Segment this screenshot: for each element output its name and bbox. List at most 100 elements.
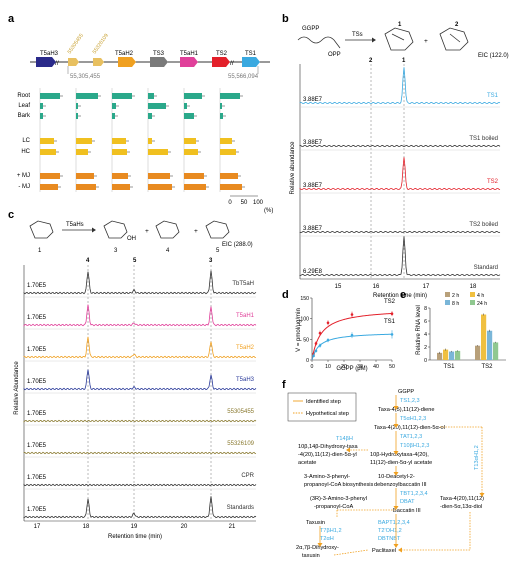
trace-line <box>299 157 501 191</box>
trace-label: Standard <box>474 265 498 271</box>
panel-e-label: e <box>400 289 406 301</box>
x-tick-label: 0 <box>311 364 314 370</box>
y-tick-label: 4 <box>424 332 427 338</box>
node-taxusin2-1: 2α,7β-Dihydroxy- <box>296 545 339 551</box>
expression-bar <box>112 93 132 99</box>
panel-e: e Relative RNA level 0 2 4 6 8 TS1 TS2 2 h 4 h… <box>400 289 506 370</box>
trace-scale: 1.70E5 <box>27 443 47 449</box>
panel-d: d V = pmol/μg/min 0 10 20 30 40 50 0 50 100 150 G… <box>282 289 396 372</box>
enzyme-t10bh: T10βH1,2,3 <box>400 443 429 449</box>
compound-1-structure <box>29 220 54 239</box>
expression-bar <box>40 103 43 109</box>
break-mark: // <box>55 60 59 67</box>
y-axis-label: Relative Abundance <box>14 361 20 415</box>
legend-identified: Identified step <box>306 399 341 405</box>
opp-label: OPP <box>328 52 341 58</box>
trace-label: 55326109 <box>227 441 254 447</box>
compound-label: 4 <box>166 248 170 254</box>
node-baccatin: Baccatin III <box>393 508 421 514</box>
expression-bar <box>112 184 130 190</box>
enzyme-t7bh: T7βH1,2 <box>320 528 342 534</box>
trace-scale: 1.70E5 <box>27 379 47 385</box>
product-2-label: 2 <box>455 22 459 28</box>
pathway-arrowheads <box>317 406 485 553</box>
product-2-structure <box>439 27 469 51</box>
trace-scale: 3.88E7 <box>303 97 323 103</box>
expression-bar <box>40 93 60 99</box>
row-label: LC <box>22 138 30 144</box>
oh-label: OH <box>127 236 136 242</box>
trace-line <box>23 483 257 487</box>
legend-label: 8 h <box>452 301 459 307</box>
node-hydroxy-2: 11(12)-dien-5α-yl acetate <box>370 460 432 466</box>
expression-bar <box>40 113 43 119</box>
trace-scale: 1.70E5 <box>27 283 47 289</box>
expression-bar <box>220 173 238 179</box>
panel-a: a T5aH3 T5aH2 TS3 T5aH1 TS2 TS1 55305455… <box>8 13 273 214</box>
eic-label: EIC (122.0) <box>478 53 509 59</box>
peak-label: 4 <box>86 258 90 264</box>
data-point <box>326 321 330 325</box>
substrate-name: GGPP <box>302 26 319 32</box>
data-point <box>318 331 322 335</box>
category-label: TS1 <box>443 364 455 370</box>
expression-bar <box>220 93 240 99</box>
expression-bar <box>220 103 222 109</box>
product-1-structure <box>384 27 414 51</box>
gene-arrow-ts2 <box>212 57 230 67</box>
data-point <box>314 349 318 353</box>
rna-bar <box>487 330 493 360</box>
node-hydroxy-1: 10β-Hydroxytaxa-4(20), <box>370 452 429 458</box>
enzyme-tbt: TBT1,2,3,4 <box>400 491 428 497</box>
legend-swatch <box>470 300 475 305</box>
node-coa-2: -propanoyl-CoA <box>314 504 353 510</box>
trace-line <box>23 304 257 327</box>
data-point <box>314 342 318 345</box>
expression-bar <box>76 103 78 109</box>
data-point <box>318 344 322 347</box>
trace-scale: 3.88E7 <box>303 140 323 146</box>
trace-label: Standards <box>227 505 254 511</box>
trace-scale: 1.70E5 <box>27 315 47 321</box>
compound-label: 3 <box>114 248 118 254</box>
node-dab-1: 10-Deacetyl-2- <box>378 474 415 480</box>
plus-sign: + <box>145 228 149 235</box>
node-ggpp: GGPP <box>398 389 414 395</box>
expression-bar <box>112 113 115 119</box>
node-dihydroxy-2: -4(20),11(12)-dien-5α-yl <box>298 452 357 458</box>
legend-box <box>287 392 357 422</box>
expression-bar <box>148 103 166 109</box>
rna-bar <box>475 345 481 360</box>
panel-c-label: c <box>8 209 14 221</box>
enzyme-dbat: DBAT <box>400 499 415 505</box>
trace-scale: 6.29E8 <box>303 269 323 275</box>
legend-label: 24 h <box>477 301 487 307</box>
compound-label: 5 <box>216 248 220 254</box>
expression-bar <box>112 149 127 155</box>
trace-line <box>23 369 257 391</box>
enzyme-label: T5aHs <box>66 222 84 228</box>
node-amino-2: propanoyl-CoA biosynthesis <box>304 482 374 488</box>
tick-label: 19 <box>131 524 138 530</box>
enzyme-dbtnbt: DBTNBT <box>378 536 401 542</box>
series-label-ts1: TS1 <box>384 319 396 325</box>
expression-bar <box>40 184 58 190</box>
trace-line <box>23 419 257 423</box>
x-axis-label: Retention time (min) <box>108 534 162 540</box>
data-point <box>390 312 394 316</box>
chromatogram-traces: 1.70E5 TbT5aH 1.70E5 T5aH1 1.70E5 T5aH2 1.70E5… <box>23 265 257 522</box>
panel-f-label: f <box>282 379 286 391</box>
trace-label: CPR <box>241 473 254 479</box>
node-taxusin: Taxusin <box>306 520 325 526</box>
expression-bar <box>76 149 88 155</box>
trace-line <box>23 496 257 519</box>
x-unit: (%) <box>264 208 273 214</box>
enzyme-t2oh: T2'OH1,2 <box>378 528 402 534</box>
compound-label: 1 <box>38 248 42 254</box>
trace-scale: 1.70E5 <box>27 411 47 417</box>
y-tick-label: 150 <box>300 296 309 302</box>
coord-left: 55,305,455 <box>70 74 101 80</box>
tick-label: 21 <box>229 524 236 530</box>
